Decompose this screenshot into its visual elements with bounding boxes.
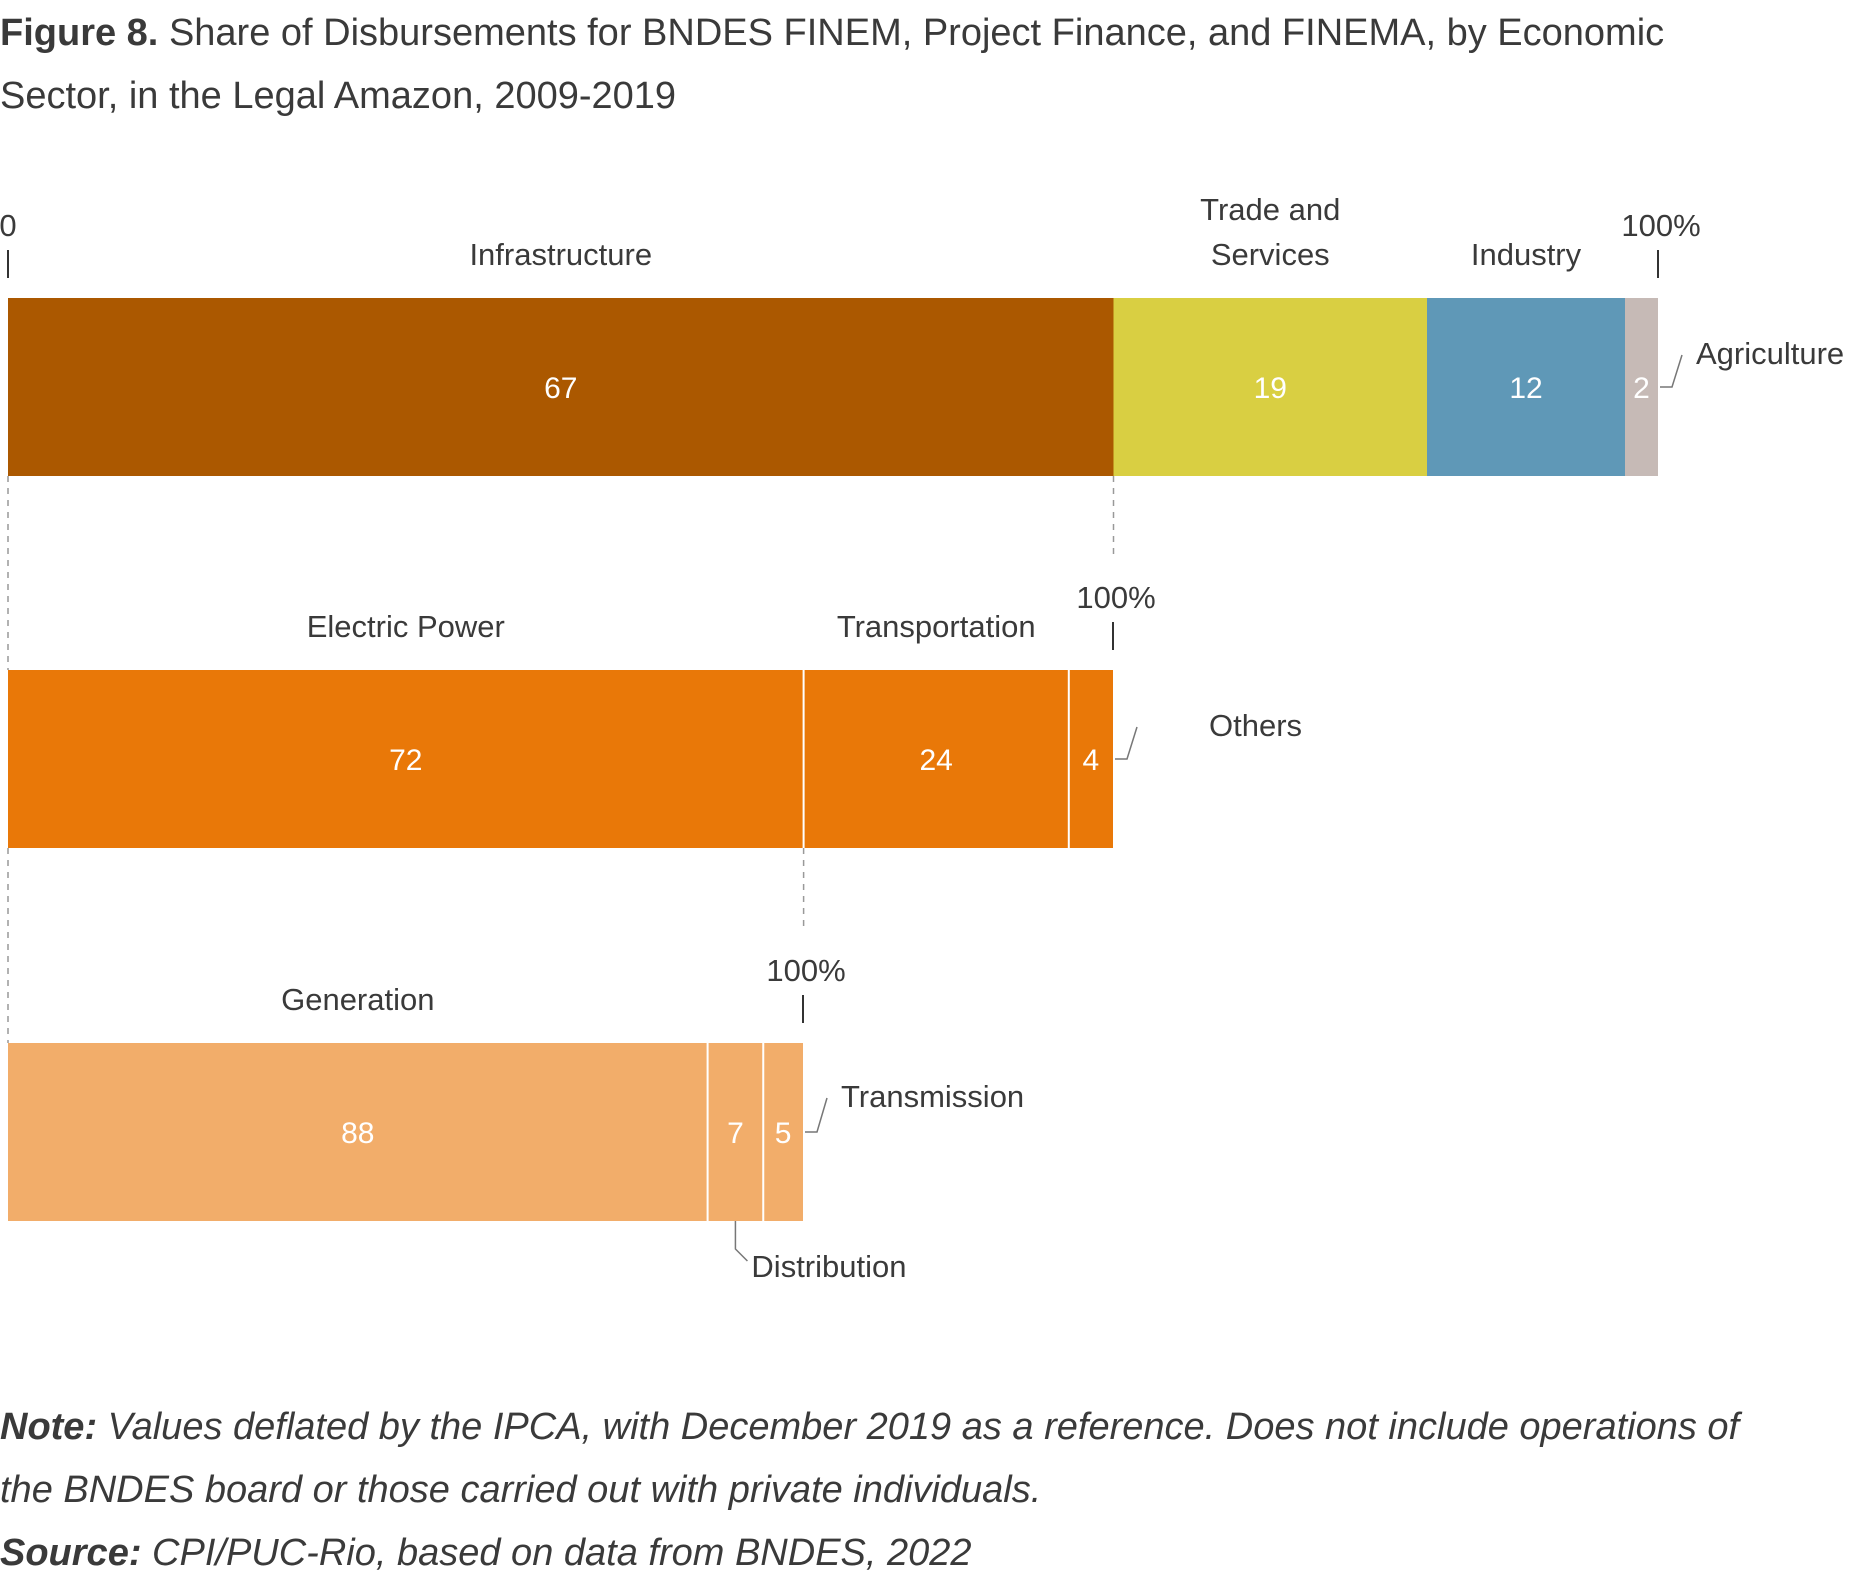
note-text: Values deflated by the IPCA, with Decemb… [0,1406,1740,1511]
source-label: Source: [0,1532,142,1574]
category-label-agriculture: Agriculture [1696,336,1844,371]
data-label-transportation: 24 [920,744,953,777]
bar-segment-industry [1427,298,1625,476]
note-line: Note: Values deflated by the IPCA, with … [0,1396,1760,1522]
category-label-others: Others [1209,708,1302,743]
category-label-transportation: Transportation [837,609,1036,644]
category-label-industry: Industry [1471,237,1582,272]
figure-label: Figure 8. [0,12,159,54]
scale-end-label: 100% [1621,208,1700,243]
data-label-distribution: 7 [727,1117,744,1150]
category-label-electric-power: Electric Power [307,609,505,644]
figure-title: Figure 8. Share of Disbursements for BND… [0,2,1700,128]
data-label-others: 4 [1083,744,1100,777]
category-label-transmission: Transmission [841,1079,1024,1114]
source-text: CPI/PUC-Rio, based on data from BNDES, 2… [152,1532,972,1574]
scale-end-label: 100% [1076,580,1155,615]
note-label: Note: [0,1406,98,1448]
category-label-distribution: Distribution [751,1249,906,1284]
scale-zero-label: 0 [0,208,17,243]
stacked-bar-chart: 67 19 12 2 Infrastructure Trade and Services In… [0,192,1844,1284]
category-label-trade-and-services-line2: Services [1211,237,1330,272]
category-label-generation: Generation [281,982,434,1017]
figure-title-text: Share of Disbursements for BNDES FINEM, … [0,12,1665,117]
data-label-infrastructure: 67 [544,372,577,405]
bar-segment-agriculture [1625,298,1658,476]
callout-line-transmission [805,1097,828,1133]
bar-segment-generation [8,1043,708,1221]
callout-line-agriculture [1660,354,1683,388]
bar-segment-transportation [803,670,1069,848]
category-label-infrastructure: Infrastructure [469,237,652,272]
callout-line-others [1115,726,1138,760]
scale-end-label: 100% [766,953,845,988]
notes-block: Note: Values deflated by the IPCA, with … [0,1396,1760,1585]
bar-segment-trade-and-services [1113,298,1427,476]
data-label-agriculture: 2 [1633,372,1650,405]
callout-line-distribution [734,1221,748,1262]
bar-segment-electric-power [8,670,804,848]
bar-segment-infrastructure [8,298,1114,476]
data-label-transmission: 5 [775,1117,792,1150]
source-line: Source: CPI/PUC-Rio, based on data from … [0,1522,1760,1585]
category-label-trade-and-services-line1: Trade and [1200,192,1340,227]
data-label-industry: 12 [1509,372,1542,405]
data-label-trade-and-services: 19 [1254,372,1287,405]
bar-segment-transmission [763,1043,803,1221]
bar-segment-others [1068,670,1113,848]
data-label-electric-power: 72 [389,744,422,777]
data-label-generation: 88 [341,1117,374,1150]
bar-segment-distribution [707,1043,764,1221]
